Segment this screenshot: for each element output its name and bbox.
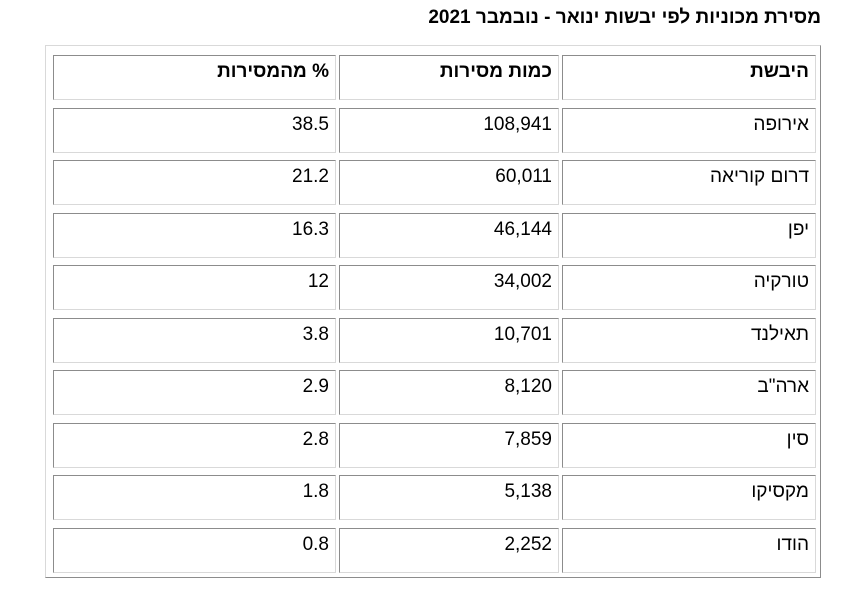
cell-quantity: 2,252 (339, 527, 559, 573)
header-cell-percent: % מהמסירות (53, 55, 336, 100)
cell-country: תאילנד (562, 317, 816, 363)
cell-quantity: 5,138 (339, 475, 559, 520)
cell-country: הודו (562, 527, 816, 573)
cell-percent: 12 (53, 265, 336, 310)
cell-percent: 3.8 (53, 317, 336, 363)
cell-quantity: 10,701 (339, 317, 559, 363)
cell-quantity: 108,941 (339, 107, 559, 153)
cell-quantity: 7,859 (339, 422, 559, 468)
page-title: מסירת מכוניות לפי יבשות ינואר - נובמבר 2… (428, 7, 821, 28)
cell-percent: 21.2 (53, 160, 336, 205)
cell-country: ארה"ב (562, 370, 816, 415)
cell-percent: 2.8 (53, 422, 336, 468)
cell-quantity: 46,144 (339, 212, 559, 258)
cell-country: סין (562, 422, 816, 468)
cell-quantity: 34,002 (339, 265, 559, 310)
cell-percent: 2.9 (53, 370, 336, 415)
cell-percent: 38.5 (53, 107, 336, 153)
header-cell-quantity: כמות מסירות (339, 55, 559, 100)
cell-percent: 0.8 (53, 527, 336, 573)
cell-quantity: 60,011 (339, 160, 559, 205)
cell-country: מקסיקו (562, 475, 816, 520)
cell-quantity: 8,120 (339, 370, 559, 415)
cell-country: יפן (562, 212, 816, 258)
cell-country: דרום קוריאה (562, 160, 816, 205)
cell-percent: 16.3 (53, 212, 336, 258)
cell-country: טורקיה (562, 265, 816, 310)
data-table: היבשת כמות מסירות% מהמסירות אירופה 108,941 3… (45, 45, 821, 578)
header-cell-country: היבשת (562, 55, 816, 100)
cell-country: אירופה (562, 107, 816, 153)
cell-percent: 1.8 (53, 475, 336, 520)
